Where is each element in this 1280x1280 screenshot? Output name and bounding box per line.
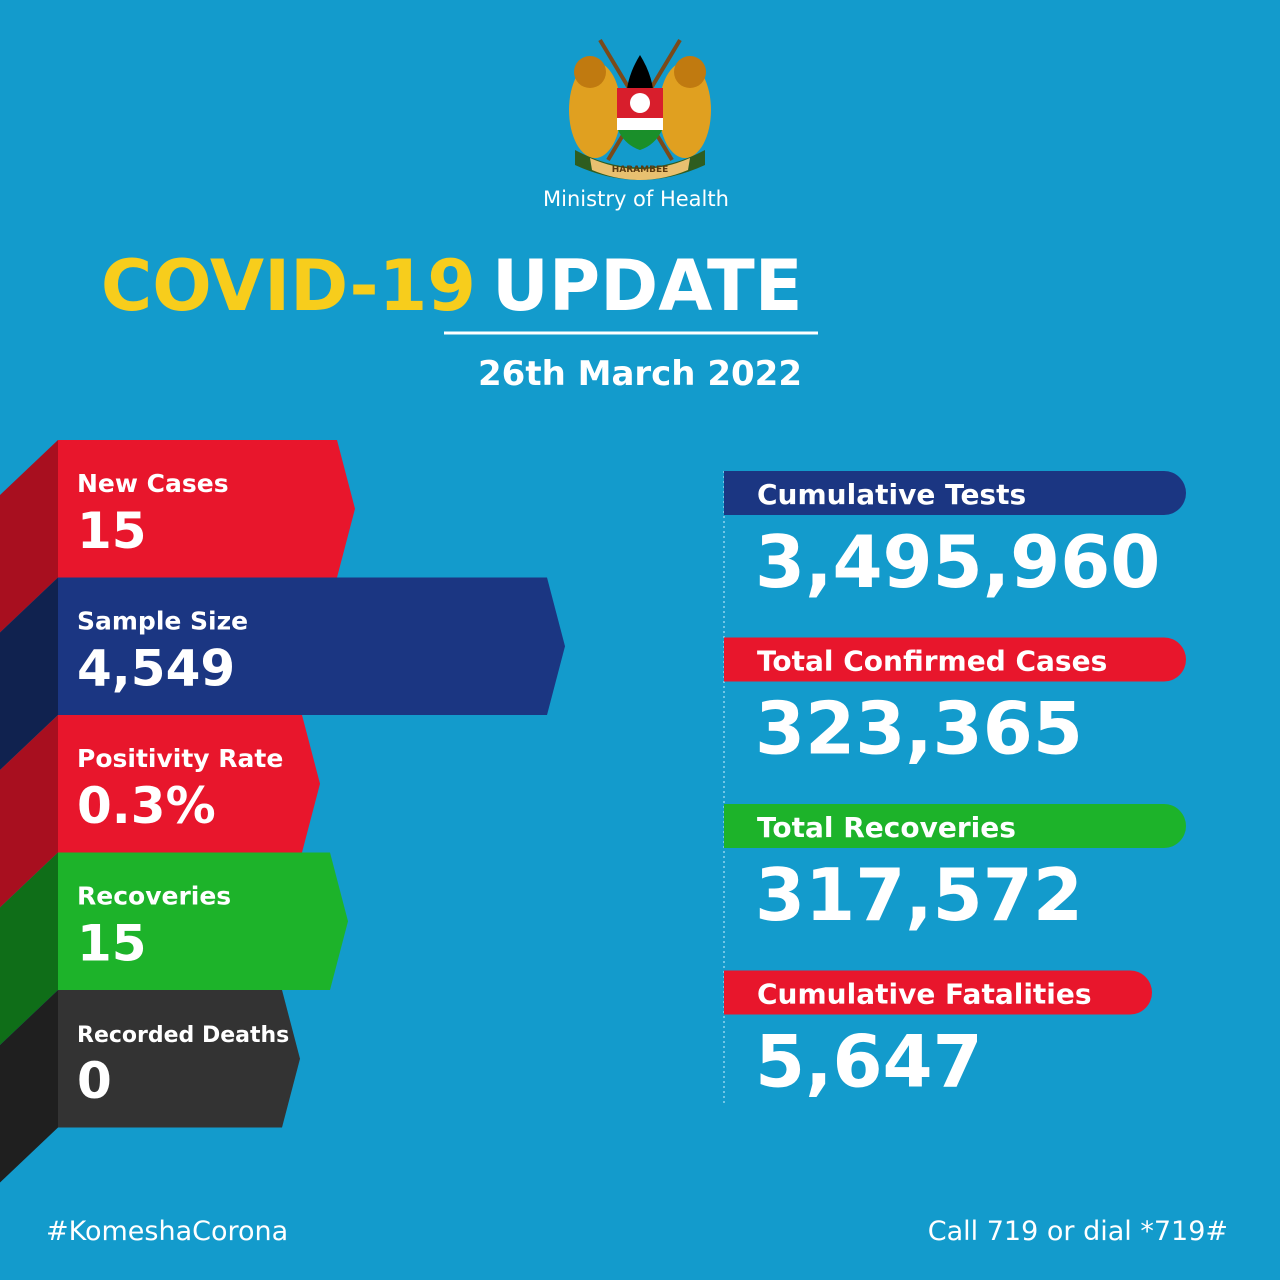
stat-value: 5,647 — [755, 1020, 983, 1104]
emblem-motto: HARAMBEE — [612, 165, 669, 175]
ribbon — [58, 577, 565, 715]
hotline: Call 719 or dial *719# — [928, 1216, 1228, 1247]
label-pill — [724, 471, 1186, 515]
ribbon — [58, 440, 355, 578]
stat-label: Sample Size — [77, 607, 248, 636]
ministry-name: Ministry of Health — [543, 187, 729, 211]
ribbon-fold — [0, 577, 58, 770]
stat-value: 15 — [77, 915, 147, 973]
stat-label: New Cases — [77, 469, 229, 498]
stat-label: Total Recoveries — [757, 811, 1016, 844]
stat-value: 0.3% — [77, 777, 216, 835]
label-pill — [724, 804, 1186, 848]
label-pill — [724, 970, 1152, 1015]
stat-value: 15 — [77, 502, 147, 560]
cumulative-stats: Cumulative Tests 3,495,960 Total Confirmed… — [724, 471, 1186, 1104]
ribbon-fold — [0, 990, 58, 1183]
stat-label: Cumulative Tests — [757, 478, 1026, 511]
stat-value: 3,495,960 — [755, 520, 1160, 604]
date: 26th March 2022 — [478, 354, 802, 394]
label-pill — [724, 637, 1186, 682]
stat-label: Cumulative Fatalities — [757, 978, 1092, 1011]
stat-value: 4,549 — [77, 640, 235, 698]
ribbon — [58, 990, 300, 1128]
coat-of-arms: HARAMBEE — [569, 38, 711, 180]
ribbon-fold — [0, 715, 58, 908]
ribbon — [58, 852, 348, 990]
daily-stats: New Cases 15 Sample Size 4,549 Positivity Ra… — [0, 440, 565, 1183]
stat-label: Total Confirmed Cases — [757, 645, 1107, 678]
stat-value: 0 — [77, 1052, 112, 1110]
stat-label: Recoveries — [77, 882, 231, 911]
ribbon-fold — [0, 852, 58, 1045]
stat-label: Positivity Rate — [77, 744, 283, 773]
title-highlight: COVID-19 — [101, 245, 476, 327]
ribbon-fold — [0, 440, 58, 633]
ribbon — [58, 715, 320, 853]
hashtag: #KomeshaCorona — [46, 1216, 288, 1247]
stat-label: Recorded Deaths — [77, 1023, 289, 1048]
stat-value: 317,572 — [755, 853, 1083, 937]
title: UPDATE — [492, 245, 803, 327]
stat-value: 323,365 — [755, 687, 1083, 771]
